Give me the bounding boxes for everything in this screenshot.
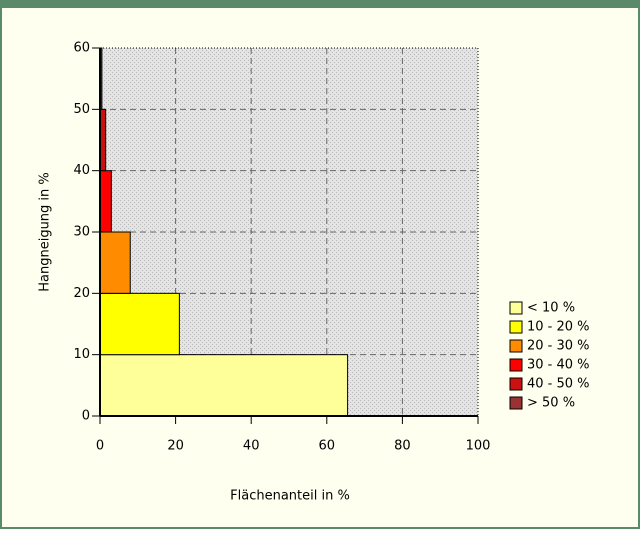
y-tick-label: 20 [73,286,90,301]
legend-swatch [509,320,523,334]
y-tick-label: 50 [73,102,90,117]
x-axis-label: Flächenanteil in % [230,489,350,504]
y-axis-label: Hangneigung in % [38,172,53,292]
x-tick-label: 20 [167,439,184,454]
legend-label: 30 - 40 % [527,358,590,373]
bar [99,292,180,356]
x-tick-label: 40 [243,439,260,454]
y-tick-label: 60 [73,41,90,56]
legend-label: > 50 % [527,396,575,411]
y-tick-label: 0 [82,409,90,424]
x-tick-label: 100 [466,439,491,454]
legend-swatch [509,301,523,315]
legend-label: 40 - 50 % [527,377,590,392]
legend-label: 20 - 30 % [527,339,590,354]
legend-swatch [509,358,523,372]
bar [99,231,131,294]
y-tick-label: 10 [73,347,90,362]
x-tick-label: 60 [319,439,336,454]
title-bar [0,0,640,8]
x-tick-label: 80 [394,439,411,454]
legend-label: 10 - 20 % [527,320,590,335]
legend-swatch [509,396,523,410]
y-tick-label: 40 [73,163,90,178]
legend-swatch [509,339,523,353]
bar [99,354,349,417]
y-tick-label: 30 [73,225,90,240]
bar [99,170,112,233]
x-tick-label: 0 [96,439,104,454]
legend-swatch [509,377,523,391]
legend-label: < 10 % [527,301,575,316]
